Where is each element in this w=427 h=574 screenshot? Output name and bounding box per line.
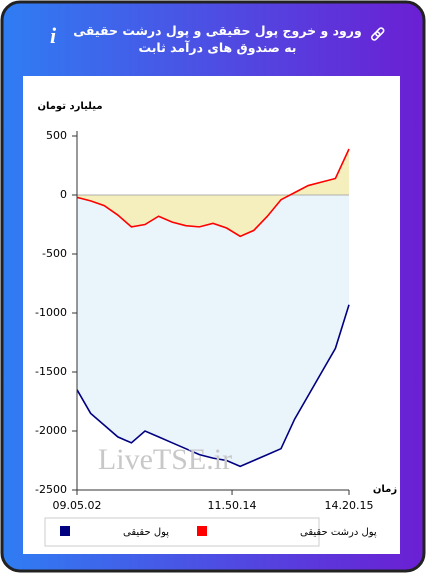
series-line	[76, 304, 350, 468]
series-area	[77, 195, 349, 467]
x-axis-label: زمان	[373, 484, 397, 495]
watermark: LiveTSE.ir	[98, 443, 232, 476]
y-axis-label: میلیارد تومان	[37, 101, 102, 112]
info-icon[interactable]: i	[50, 23, 57, 48]
y-tick-label: -2000	[35, 424, 67, 437]
x-tick-label: 11.50.14	[208, 499, 257, 512]
legend-swatch	[197, 526, 207, 536]
legend-box	[44, 517, 320, 547]
series-line	[76, 148, 350, 238]
series-area	[77, 148, 349, 237]
y-tick-label: -1000	[35, 306, 67, 319]
link-icon[interactable]	[370, 27, 385, 41]
y-tick-label: -2500	[35, 483, 67, 496]
chart-title: ورود و خروج پول حقیقی و پول درشت حقیقی ب…	[73, 23, 362, 55]
title-box: ورود و خروج پول حقیقی و پول درشت حقیقی ب…	[73, 23, 362, 55]
legend-swatch	[60, 526, 70, 536]
y-tick-label: -500	[42, 247, 67, 260]
legend-label: پول حقیقی	[123, 527, 169, 538]
legend-label: پول درشت حقیقی	[300, 527, 377, 538]
y-tick-label: 500	[46, 129, 67, 142]
y-tick-label: 0	[60, 188, 67, 201]
x-tick-label: 09.05.02	[53, 499, 102, 512]
x-tick-label: 14.20.15	[325, 499, 374, 512]
y-tick-label: -1500	[35, 365, 67, 378]
plot: 500 0 -500 -1000 -1500 -2000 -2500 09.05.02 11.5…	[35, 129, 373, 512]
